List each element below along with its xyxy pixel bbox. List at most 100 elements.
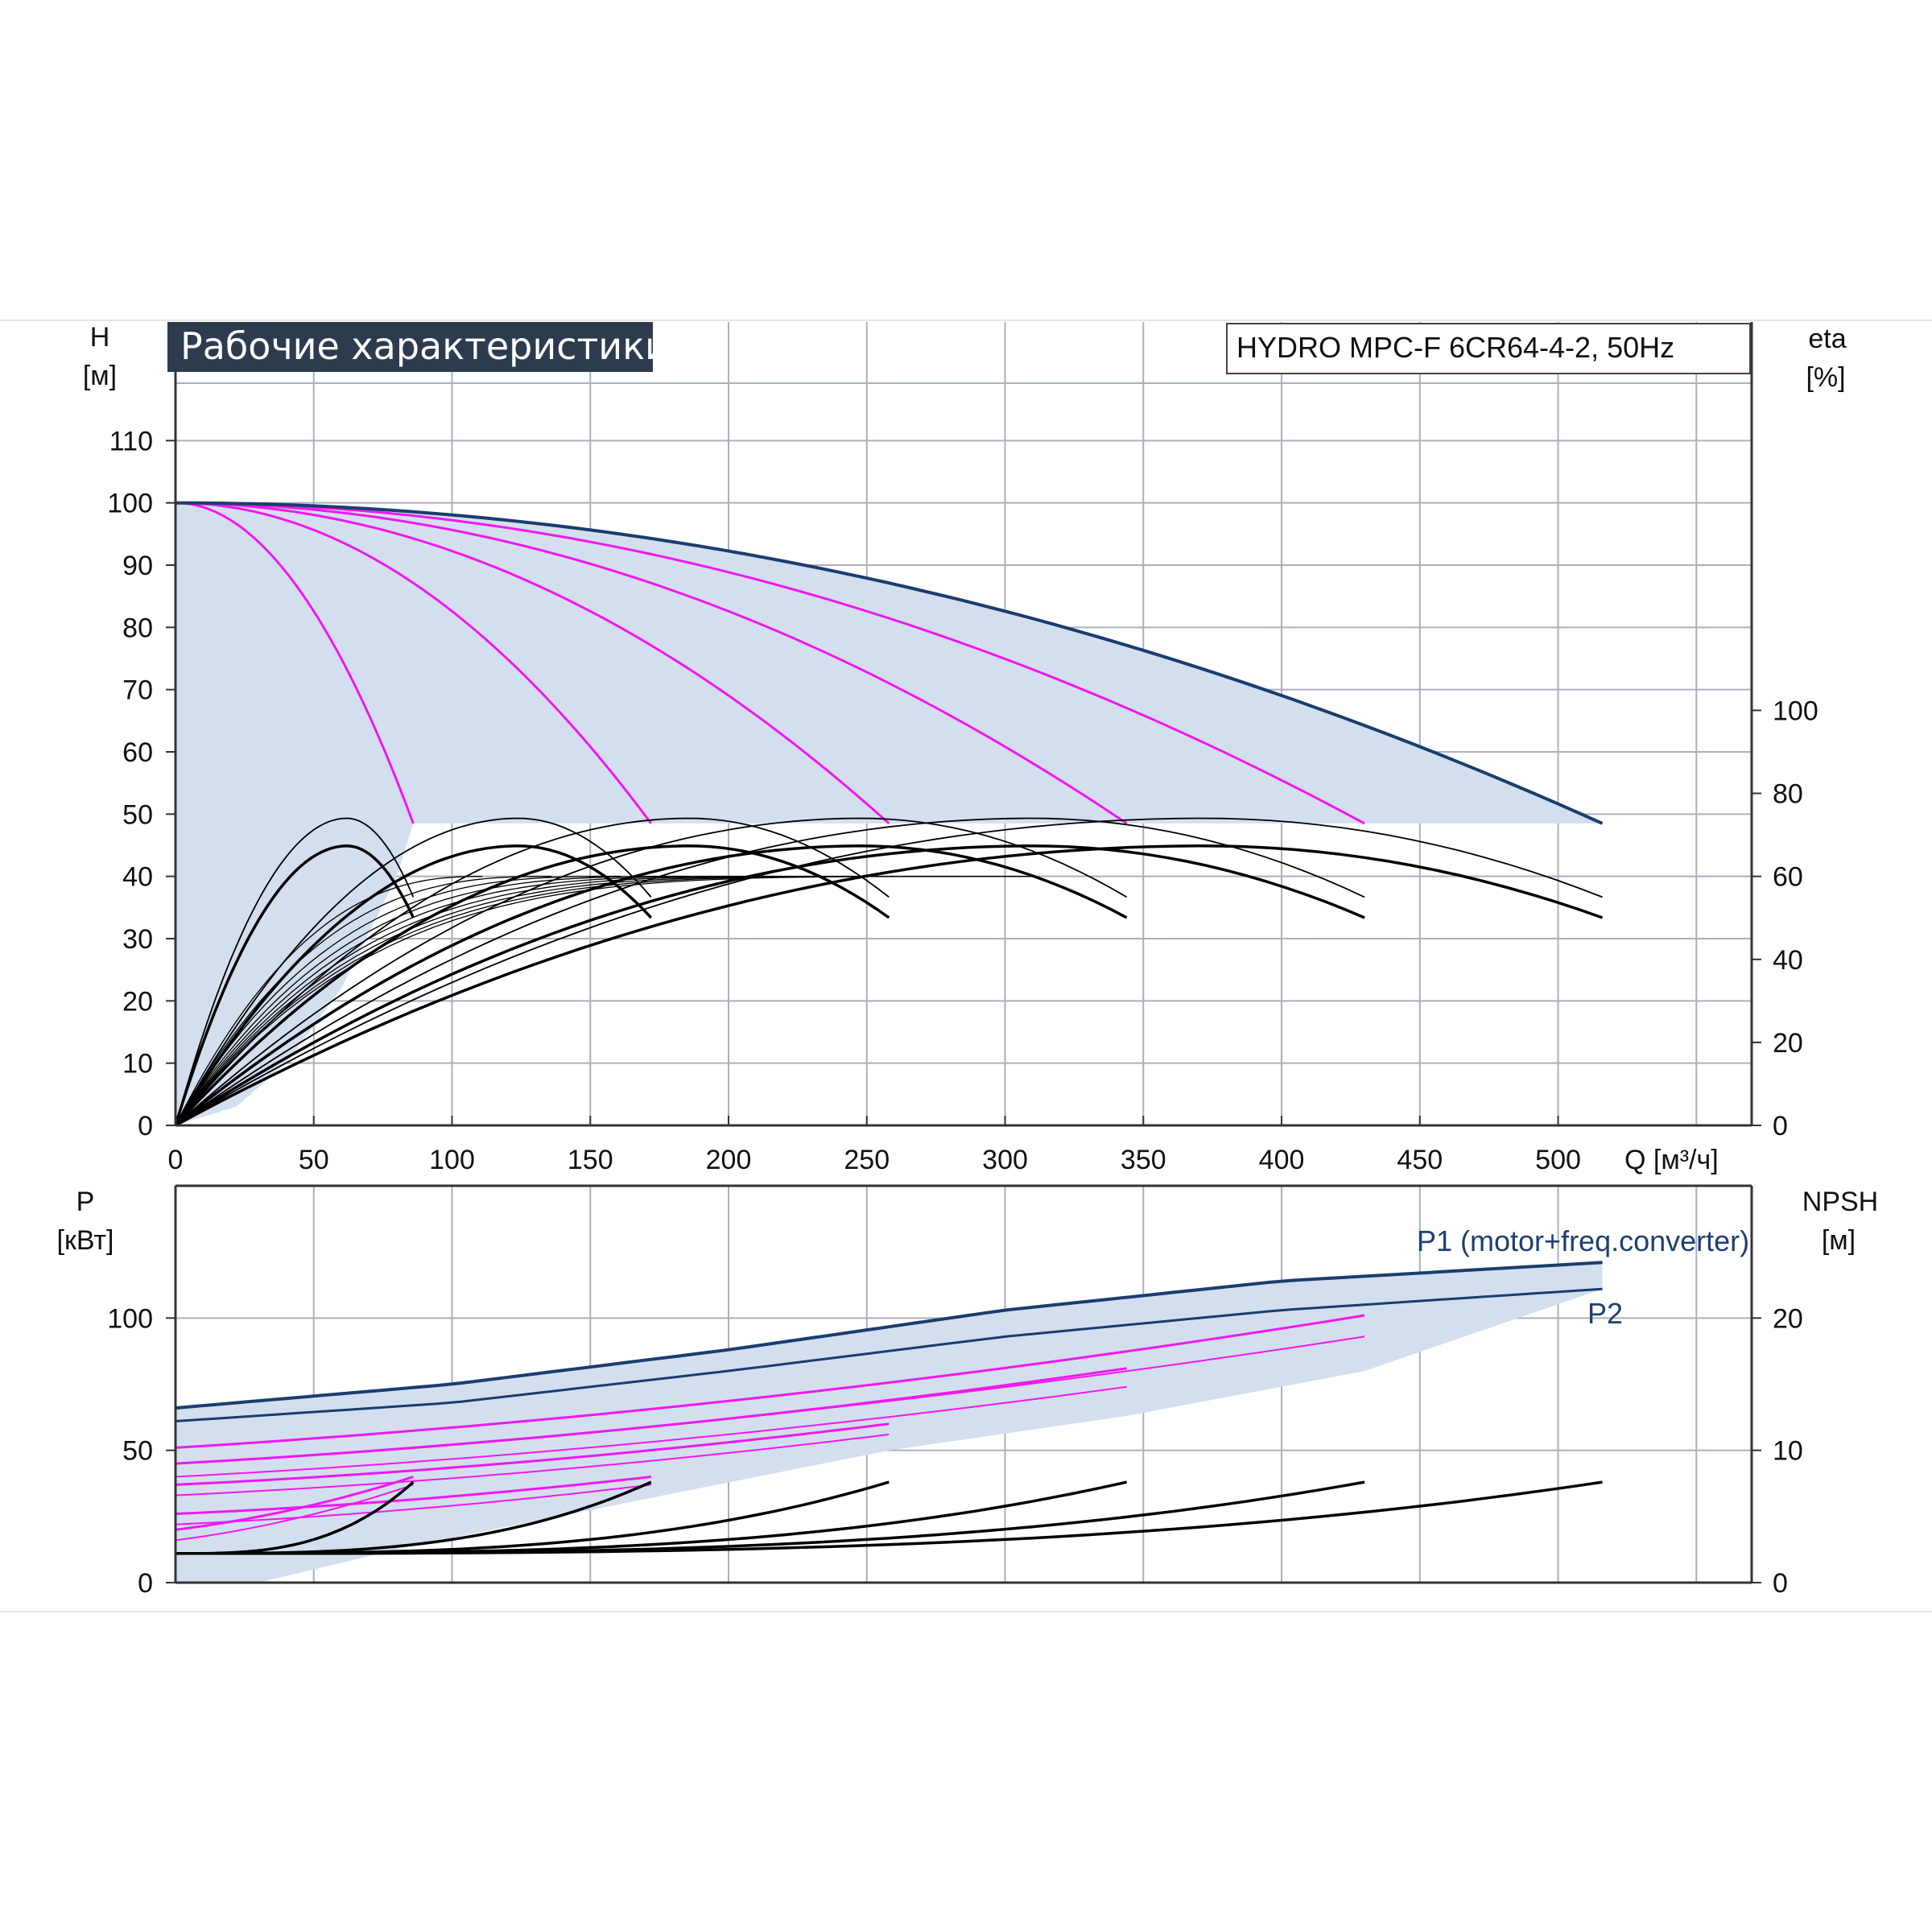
- efficiency-curves: [174, 817, 1604, 1127]
- x-tick-label: 300: [982, 1145, 1028, 1175]
- eta-curve-4-pumps: [175, 817, 1128, 1126]
- p1-curve-5-pumps: [175, 1314, 1365, 1449]
- y-tick-label: 30: [122, 924, 153, 955]
- bottom-axes: [174, 1184, 1753, 1584]
- head-curve-3-pumps: [175, 502, 890, 825]
- y-tick-label: 80: [122, 613, 153, 643]
- x-tick-label: 250: [844, 1145, 890, 1175]
- x-tick-label: 0: [168, 1145, 184, 1175]
- y2-tick-label: 60: [1773, 862, 1803, 893]
- p-tick-label: 100: [107, 1303, 153, 1334]
- y-tick-label: 60: [122, 737, 153, 768]
- model-label: HYDRO MPC-F 6CR64-4-2, 50Hz: [1236, 331, 1674, 364]
- y-axis-unit-h: [м]: [83, 361, 117, 391]
- eta-partial-speed-curve: [175, 876, 759, 1126]
- y-tick-label: 10: [122, 1049, 153, 1080]
- head-envelope: [175, 502, 1603, 1125]
- npsh-curves: [175, 1480, 1603, 1555]
- y-tick-label: 110: [109, 426, 153, 456]
- series-label-p1: P1 (motor+freq.converter): [1417, 1224, 1749, 1257]
- eta-total-curve-5-pumps: [175, 844, 1365, 1127]
- eta-partial-speed-curve: [175, 876, 621, 1126]
- y2-tick-label: 100: [1773, 696, 1818, 726]
- eta-partial-speed-curve: [175, 876, 552, 1126]
- eta-partial-speed-curve: [175, 876, 828, 1126]
- head-curve-6-pumps: [175, 501, 1604, 825]
- head-curves: [175, 501, 1604, 825]
- y2-tick-label: 40: [1773, 945, 1803, 976]
- y2-axis-name-npsh: NPSH: [1802, 1187, 1878, 1217]
- y-axis-name-h: H: [90, 322, 110, 353]
- y2-axis-name-eta: eta: [1808, 324, 1846, 354]
- head-curve-2-pumps: [175, 502, 653, 824]
- series-label-p2: P2: [1587, 1297, 1623, 1330]
- y2-axis-unit-eta: [%]: [1806, 362, 1845, 393]
- eta-total-curve-2-pumps: [174, 844, 653, 1126]
- p2-max-curve: [175, 1287, 1603, 1422]
- p1-curve-3-pumps: [175, 1422, 890, 1486]
- y2-axis-unit-npsh: [м]: [1822, 1225, 1856, 1256]
- x-tick-label: 350: [1121, 1145, 1166, 1175]
- eta-curve-5-pumps: [175, 817, 1365, 1126]
- p2-curve-2-pumps: [175, 1484, 651, 1525]
- power-envelope: [175, 1262, 1603, 1583]
- p2-curve-1-pumps: [175, 1484, 414, 1542]
- top-axes: [174, 322, 1753, 1127]
- title-box: [167, 322, 653, 372]
- x-tick-label: 400: [1259, 1145, 1305, 1175]
- eta-total-curve-3-pumps: [174, 844, 890, 1127]
- y-tick-label: 40: [122, 862, 153, 893]
- eta-total-curve-1-pumps: [174, 844, 415, 1126]
- x-tick-label: 500: [1535, 1145, 1581, 1175]
- y-tick-label: 50: [122, 799, 153, 830]
- power-curves: [175, 1261, 1603, 1542]
- npsh-tick-label: 0: [1773, 1568, 1788, 1599]
- npsh-curve-6-pumps: [175, 1480, 1603, 1555]
- head-envelope-area: [175, 502, 1603, 1125]
- bottom-tick-labels: 0 50 100 0 10 20: [107, 1303, 1803, 1599]
- p1-curve-1-pumps: [175, 1476, 414, 1531]
- eta-curve-3-pumps: [175, 817, 890, 1126]
- p1-curve-2-pumps: [175, 1476, 651, 1515]
- npsh-tick-label: 10: [1773, 1436, 1803, 1467]
- top-tick-labels: 0 10 20 30 40 50 60 70 80 90 100 110 0 20 40 60 80 100 0 50…: [107, 426, 1818, 1175]
- eta-curve-6-pumps: [175, 817, 1603, 1126]
- eta-total-curve-6-pumps: [175, 844, 1604, 1127]
- p2-curve-3-pumps: [175, 1433, 890, 1496]
- y-tick-label: 90: [122, 551, 153, 581]
- chart-title: Рабочие характеристики: [180, 324, 669, 368]
- y2-tick-label: 20: [1773, 1028, 1803, 1059]
- head-curve-4-pumps: [175, 502, 1128, 825]
- p2-curve-4-pumps: [175, 1385, 1127, 1478]
- power-envelope-area: [175, 1262, 1603, 1583]
- x-axis-label-q: Q [м³/ч]: [1624, 1145, 1719, 1175]
- x-tick-label: 200: [706, 1145, 752, 1175]
- head-curve-5-pumps: [175, 502, 1365, 825]
- p1-max-curve: [175, 1261, 1603, 1410]
- eta-partial-speed-curve: [175, 876, 483, 1126]
- eta-partial-speed-curve: [175, 876, 1036, 1126]
- x-tick-label: 50: [299, 1145, 329, 1175]
- eta-curve-2-pumps: [175, 817, 652, 1126]
- y2-tick-label: 80: [1773, 779, 1803, 810]
- y-axis-name-p: P: [76, 1187, 95, 1217]
- eta-partial-speed-curve: [175, 876, 690, 1126]
- npsh-tick-label: 20: [1773, 1303, 1803, 1334]
- x-tick-label: 450: [1397, 1145, 1443, 1175]
- y-tick-label: 0: [138, 1111, 153, 1141]
- p-tick-label: 0: [138, 1568, 153, 1599]
- y-tick-label: 100: [107, 489, 153, 519]
- eta-curve-1-pumps: [175, 817, 415, 1126]
- x-tick-label: 100: [429, 1145, 475, 1175]
- model-box: [1226, 323, 1751, 374]
- y-tick-label: 20: [122, 986, 153, 1017]
- y-axis-unit-p: [кВт]: [57, 1225, 114, 1256]
- y-tick-label: 70: [122, 675, 153, 706]
- p2-curve-5-pumps: [175, 1335, 1365, 1465]
- head-curve-1-pumps: [175, 502, 415, 824]
- p-tick-label: 50: [122, 1436, 153, 1467]
- x-tick-label: 150: [568, 1145, 613, 1175]
- eta-total-curve-4-pumps: [174, 844, 1128, 1127]
- top-grid: [175, 322, 1752, 1126]
